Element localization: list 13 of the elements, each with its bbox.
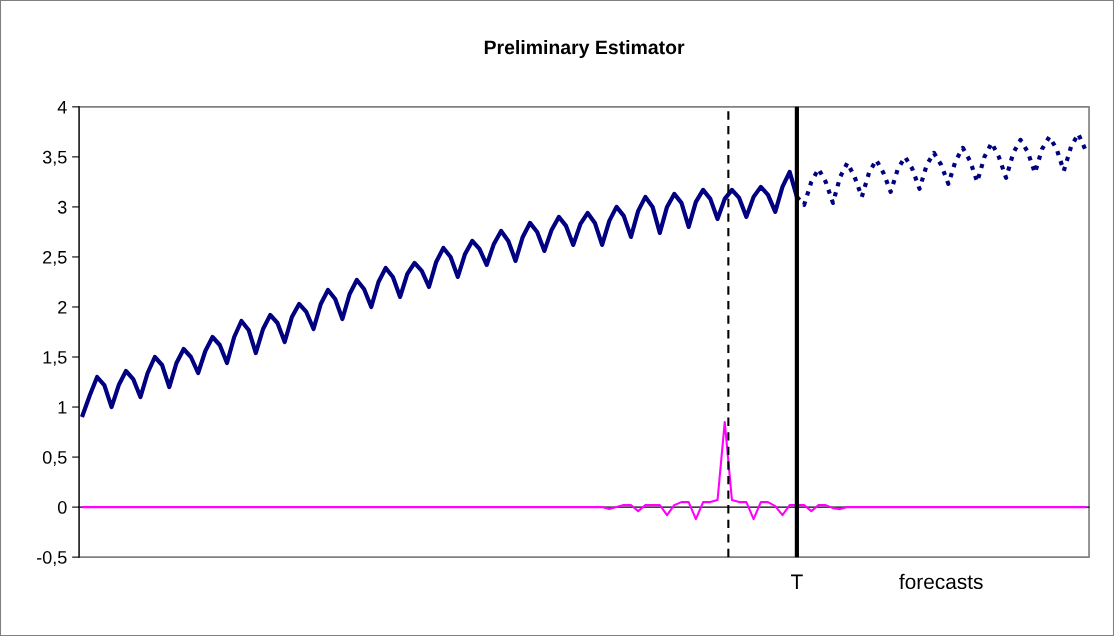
y-tick-label: 3,5 <box>42 150 67 166</box>
text: T <box>790 574 803 589</box>
y-tick-label: 4 <box>57 100 67 114</box>
y-tick-label: 2 <box>58 300 67 314</box>
y-tick-label: -0,5 <box>36 551 67 566</box>
chart-title: Preliminary Estimator <box>484 39 685 59</box>
y-tick-label: 0,5 <box>42 451 67 466</box>
y-tick-label: 1 <box>58 401 67 414</box>
y-tick-label: 1,5 <box>43 351 67 366</box>
y-tick-label: 2,5 <box>43 250 67 266</box>
y-tick-label: 0 <box>57 501 67 514</box>
text: forecasts <box>899 573 983 590</box>
y-tick-label: 3 <box>57 200 67 214</box>
